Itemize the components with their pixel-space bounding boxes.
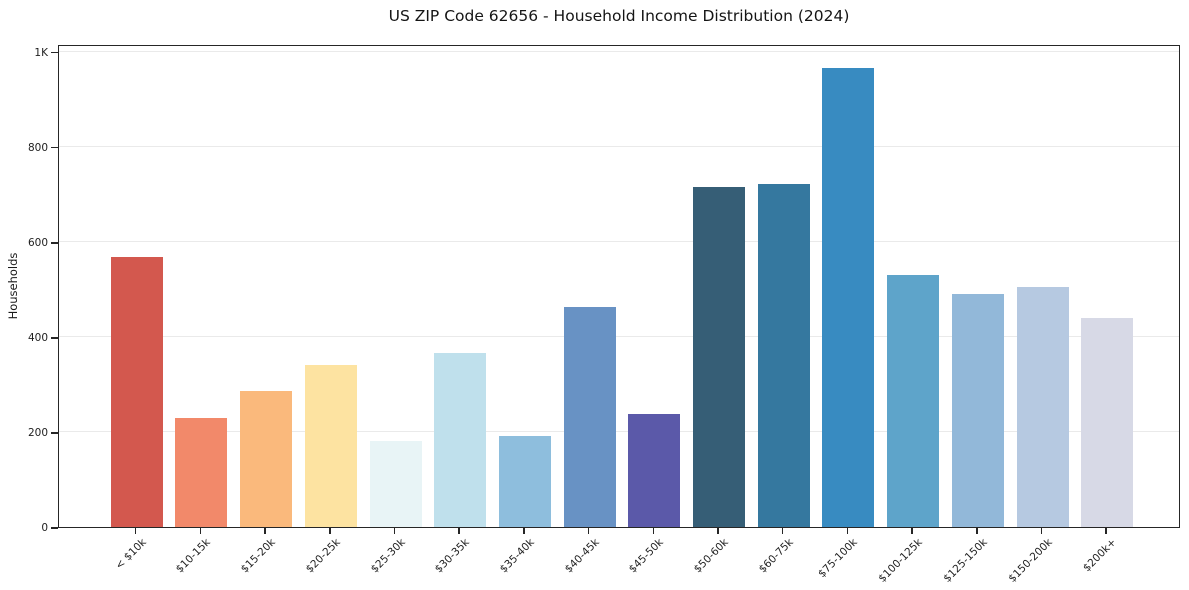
x-tick-label-$125-150k: $125-150k <box>941 536 990 585</box>
x-tick-mark-$45-50k <box>652 528 655 534</box>
x-tick-mark-$50-60k <box>717 528 719 534</box>
bar-$75-100k <box>822 68 875 527</box>
bar-$125-150k <box>951 294 1004 527</box>
x-tick-label-$25-30k: $25-30k <box>368 536 408 576</box>
bar-$15-20k <box>240 390 293 527</box>
bar-$50-60k <box>693 187 745 527</box>
x-tick-label-$150-200k: $150-200k <box>1005 536 1055 585</box>
x-tick-mark-$200k+ <box>1105 528 1107 534</box>
y-tick-label-0: 0 <box>41 521 48 534</box>
x-tick-label-$100-125k: $100-125k <box>876 536 925 585</box>
bar-$150-200k <box>1016 286 1069 527</box>
bar-$200k+ <box>1081 317 1134 527</box>
bar-$60-75k <box>757 183 810 527</box>
chart-title: US ZIP Code 62656 - Household Income Dis… <box>388 7 850 25</box>
x-tick-label-$40-45k: $40-45k <box>562 536 602 576</box>
y-tick-mark-1K <box>51 51 58 54</box>
x-tick-mark-$100-125k <box>911 528 913 534</box>
x-tick-label-$35-40k: $35-40k <box>497 536 537 576</box>
bar-$35-40k <box>498 435 551 527</box>
y-tick-label-600: 600 <box>27 236 48 249</box>
gridline-200 <box>59 430 1179 432</box>
x-tick-mark-$15-20k <box>264 528 266 534</box>
x-tick-label-$30-35k: $30-35k <box>432 536 472 576</box>
bar-$20-25k <box>304 365 357 527</box>
x-tick-label-< $10k: < $10k <box>112 536 149 572</box>
y-tick-mark-600 <box>51 242 58 244</box>
x-tick-label-$200k+: $200k+ <box>1081 536 1119 575</box>
bar-$25-30k <box>369 440 422 527</box>
plot-area <box>58 45 1180 528</box>
y-tick-mark-200 <box>51 432 58 434</box>
bar-$40-45k <box>563 306 616 527</box>
y-tick-mark-0 <box>51 527 58 529</box>
x-tick-mark-$125-150k <box>976 528 978 534</box>
gridline-400 <box>59 335 1179 337</box>
x-tick-mark-$150-200k <box>1040 528 1043 534</box>
y-tick-mark-400 <box>51 337 58 339</box>
x-tick-label-$15-20k: $15-20k <box>238 536 278 576</box>
x-tick-label-$20-25k: $20-25k <box>303 536 343 576</box>
bar-$10-15k <box>175 417 228 527</box>
x-tick-mark-$30-35k <box>458 528 460 534</box>
gridline-800 <box>59 145 1179 147</box>
x-tick-label-$45-50k: $45-50k <box>626 536 667 576</box>
bar-$30-35k <box>434 352 487 527</box>
y-tick-label-1K: 1K <box>34 46 48 59</box>
bar-$45-50k <box>628 414 681 527</box>
x-tick-mark-$20-25k <box>329 528 331 534</box>
y-axis-label: Households <box>6 252 20 320</box>
y-tick-mark-800 <box>51 146 58 149</box>
x-tick-label-$60-75k: $60-75k <box>756 536 796 576</box>
x-tick-mark-$60-75k <box>781 528 784 534</box>
x-tick-mark-< $10k <box>134 528 137 534</box>
x-tick-mark-$10-15k <box>199 528 202 534</box>
x-tick-label-$50-60k: $50-60k <box>691 536 731 576</box>
bar-$100-125k <box>887 275 940 527</box>
x-tick-label-$75-100k: $75-100k <box>816 536 861 581</box>
x-tick-mark-$40-45k <box>587 528 590 534</box>
gridline-1000 <box>59 50 1179 52</box>
gridline-600 <box>59 240 1179 242</box>
y-tick-label-800: 800 <box>27 141 48 154</box>
x-tick-mark-$75-100k <box>846 528 849 534</box>
x-tick-label-$10-15k: $10-15k <box>174 536 214 576</box>
bar-< $10k <box>110 256 163 527</box>
x-tick-mark-$35-40k <box>523 528 525 534</box>
y-tick-label-400: 400 <box>27 331 48 344</box>
y-tick-label-200: 200 <box>27 426 48 439</box>
x-tick-mark-$25-30k <box>393 528 396 534</box>
